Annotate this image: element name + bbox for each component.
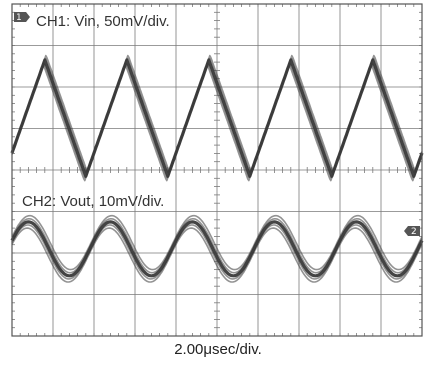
ch1-label: CH1: Vin, 50mV/div. [36,13,170,30]
ch1-marker-text: 1 [16,13,22,23]
waveform-traces [10,54,424,283]
ch1-trace [10,54,424,182]
ch2-trace-line [10,220,424,278]
ch2-ground-marker: 2 [404,226,420,237]
oscilloscope-chart: CH1: Vin, 50mV/div. CH2: Vout, 10mV/div.… [10,3,424,337]
ch2-trace-line [11,227,423,283]
ch2-label: CH2: Vout, 10mV/div. [22,193,164,210]
ch1-trace-line [11,64,423,182]
ch2-trace-line [11,224,423,280]
ch1-ground-marker: 1 [14,12,30,23]
timebase-label: 2.00μsec/div. [174,341,262,358]
channel-markers: 1 2 [14,12,420,237]
ch2-trace [10,214,424,283]
ch2-marker-text: 2 [411,227,417,237]
ch2-trace-line [11,214,423,271]
channel-labels: CH1: Vin, 50mV/div. CH2: Vout, 10mV/div. [22,13,170,210]
plot-border [11,3,423,337]
